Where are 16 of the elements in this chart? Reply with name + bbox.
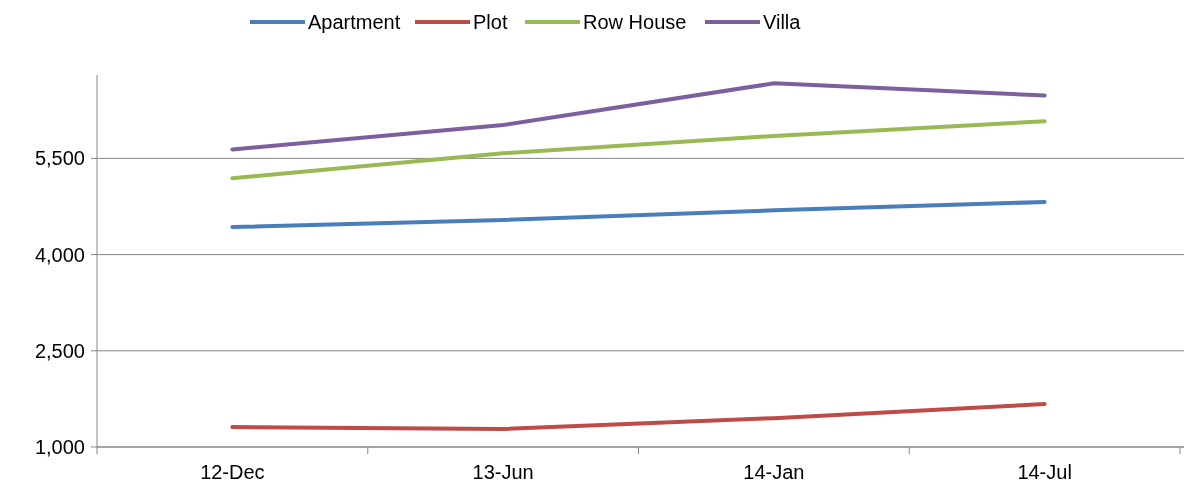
y-tick-label: 5,500 (34, 147, 85, 170)
line-series (230, 119, 1047, 181)
line-series (230, 81, 1047, 152)
x-tick-label: 12-Dec (200, 461, 265, 483)
legend-label: Villa (763, 11, 802, 33)
y-tick-label: 2,500 (34, 339, 85, 362)
x-tick-label: 13-Jun (472, 461, 534, 483)
x-tick-label: 14-Jul (1017, 461, 1072, 483)
line-series (230, 402, 1047, 432)
line-series (230, 199, 1047, 230)
y-tick-label: 4,000 (34, 243, 85, 266)
legend-label: Row House (583, 11, 687, 33)
legend-label: Plot (473, 11, 508, 33)
legend-label: Apartment (308, 11, 401, 33)
y-tick-label: 1,000 (34, 436, 85, 458)
x-tick-label: 14-Jan (743, 461, 805, 483)
